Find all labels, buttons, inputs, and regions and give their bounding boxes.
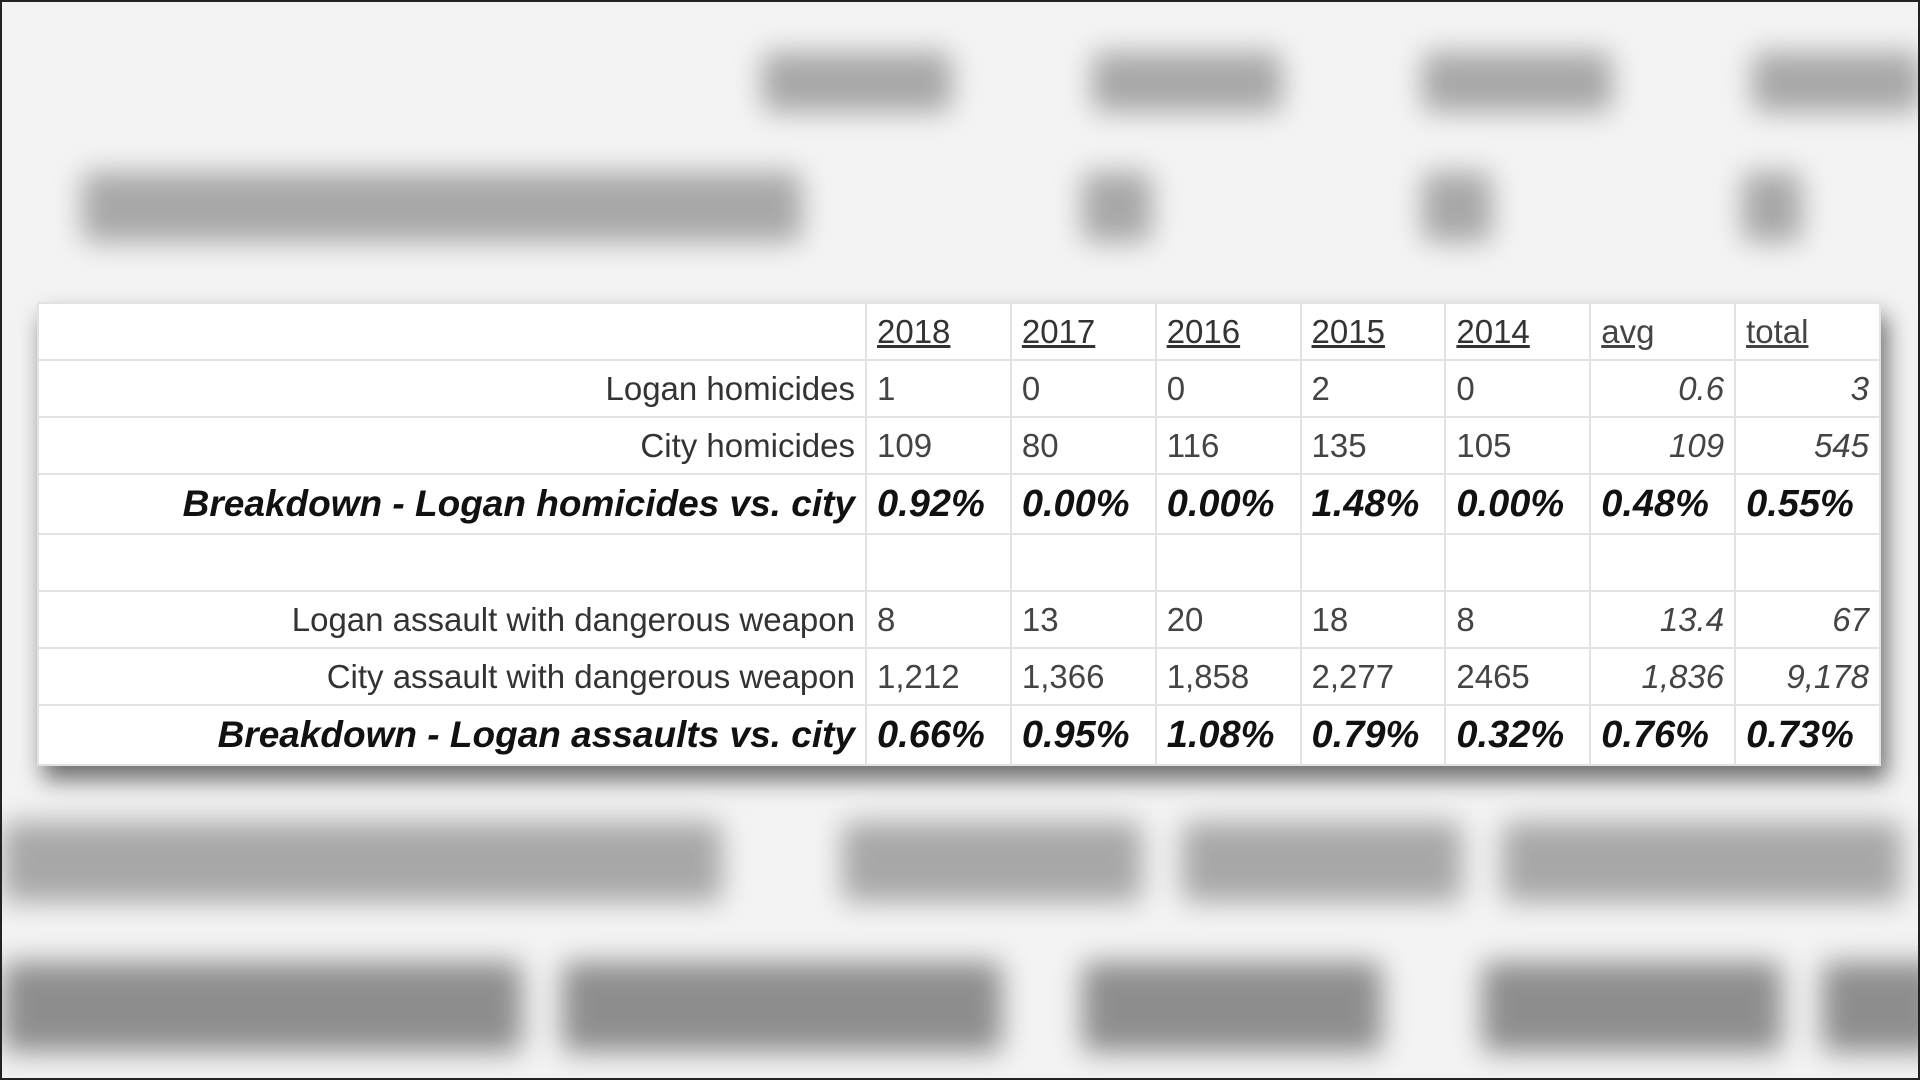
cell: 0.6: [1589, 359, 1737, 418]
blurred-text: [1082, 962, 1382, 1052]
cell: 67: [1734, 590, 1881, 649]
header-cell: 2018: [865, 302, 1012, 361]
header-cell: avg: [1589, 302, 1737, 361]
row-label: City assault with dangerous weapon: [37, 647, 867, 706]
blurred-text: [2, 962, 522, 1052]
cell: 13.4: [1589, 590, 1737, 649]
cell: 116: [1154, 416, 1302, 475]
blurred-text: [2, 822, 722, 902]
cell: 545: [1734, 416, 1881, 475]
cell: 0.55%: [1734, 473, 1881, 535]
header-cell: 2017: [1009, 302, 1157, 361]
cell: 1.08%: [1154, 704, 1302, 766]
cell: 1,366: [1009, 647, 1157, 706]
header-row: 2018 2017 2016 2015 2014 avg total: [37, 302, 1881, 361]
cell: 2,277: [1299, 647, 1447, 706]
cell: 0: [1154, 359, 1302, 418]
cell: 109: [865, 416, 1012, 475]
row-label: City homicides: [37, 416, 867, 475]
cell: 0.32%: [1444, 704, 1592, 766]
header-cell: 2014: [1444, 302, 1592, 361]
header-cell: 2015: [1299, 302, 1447, 361]
row-label: Logan assault with dangerous weapon: [37, 590, 867, 649]
row-label: Breakdown - Logan homicides vs. city: [37, 473, 867, 535]
cell: 0: [1009, 359, 1157, 418]
row-label: Logan homicides: [37, 359, 867, 418]
cell: 0.48%: [1589, 473, 1737, 535]
cell: 0.00%: [1009, 473, 1157, 535]
blank-cell: [1734, 533, 1881, 592]
cell: 80: [1009, 416, 1157, 475]
blurred-text: [562, 962, 1002, 1052]
cell: 135: [1299, 416, 1447, 475]
cell: 0.95%: [1009, 704, 1157, 766]
breakdown-row: Breakdown - Logan homicides vs. city 0.92…: [37, 473, 1881, 535]
blurred-text: [1422, 52, 1612, 112]
cell: 20: [1154, 590, 1302, 649]
cell: 13: [1009, 590, 1157, 649]
breakdown-row: Breakdown - Logan assaults vs. city 0.66%…: [37, 704, 1881, 766]
blurred-text: [762, 52, 952, 112]
cell: 1,836: [1589, 647, 1737, 706]
cell: 0.73%: [1734, 704, 1881, 766]
blurred-text: [842, 822, 1142, 902]
blank-cell: [1299, 533, 1447, 592]
header-cell: total: [1734, 302, 1881, 361]
blurred-text: [1822, 962, 1918, 1052]
data-row: City homicides 109 80 116 135 105 109 545: [37, 416, 1881, 475]
header-cell: 2016: [1154, 302, 1302, 361]
blank-cell: [1589, 533, 1737, 592]
row-label: Breakdown - Logan assaults vs. city: [37, 704, 867, 766]
spreadsheet-table: 2018 2017 2016 2015 2014 avg total Logan homici…: [37, 302, 1881, 766]
data-row: Logan homicides 1 0 0 2 0 0.6 3: [37, 359, 1881, 418]
cell: 0.92%: [865, 473, 1012, 535]
blurred-text: [1752, 52, 1918, 112]
blank-cell: [865, 533, 1012, 592]
corner-cell: [37, 302, 867, 361]
blurred-text: [1422, 172, 1492, 242]
blank-row: [37, 533, 1881, 592]
blank-cell: [1154, 533, 1302, 592]
blurred-text: [1182, 822, 1462, 902]
cell: 0.66%: [865, 704, 1012, 766]
cell: 9,178: [1734, 647, 1881, 706]
blurred-text: [1482, 962, 1782, 1052]
cell: 0.79%: [1299, 704, 1447, 766]
cell: 2: [1299, 359, 1447, 418]
cell: 109: [1589, 416, 1737, 475]
blurred-text: [1082, 172, 1152, 242]
cell: 1,858: [1154, 647, 1302, 706]
data-row: City assault with dangerous weapon 1,212 1…: [37, 647, 1881, 706]
cell: 3: [1734, 359, 1881, 418]
blank-cell: [37, 533, 867, 592]
cell: 105: [1444, 416, 1592, 475]
cell: 18: [1299, 590, 1447, 649]
blurred-text: [1742, 172, 1802, 242]
cell: 8: [865, 590, 1012, 649]
cell: 0: [1444, 359, 1592, 418]
cell: 0.00%: [1154, 473, 1302, 535]
cell: 0.00%: [1444, 473, 1592, 535]
cell: 2465: [1444, 647, 1592, 706]
data-row: Logan assault with dangerous weapon 8 13 20…: [37, 590, 1881, 649]
blurred-text: [82, 172, 802, 242]
cell: 1.48%: [1299, 473, 1447, 535]
cell: 1: [865, 359, 1012, 418]
cell: 1,212: [865, 647, 1012, 706]
blank-cell: [1009, 533, 1157, 592]
cell: 8: [1444, 590, 1592, 649]
blurred-text: [1502, 822, 1902, 902]
cell: 0.76%: [1589, 704, 1737, 766]
blurred-text: [1092, 52, 1282, 112]
blank-cell: [1444, 533, 1592, 592]
